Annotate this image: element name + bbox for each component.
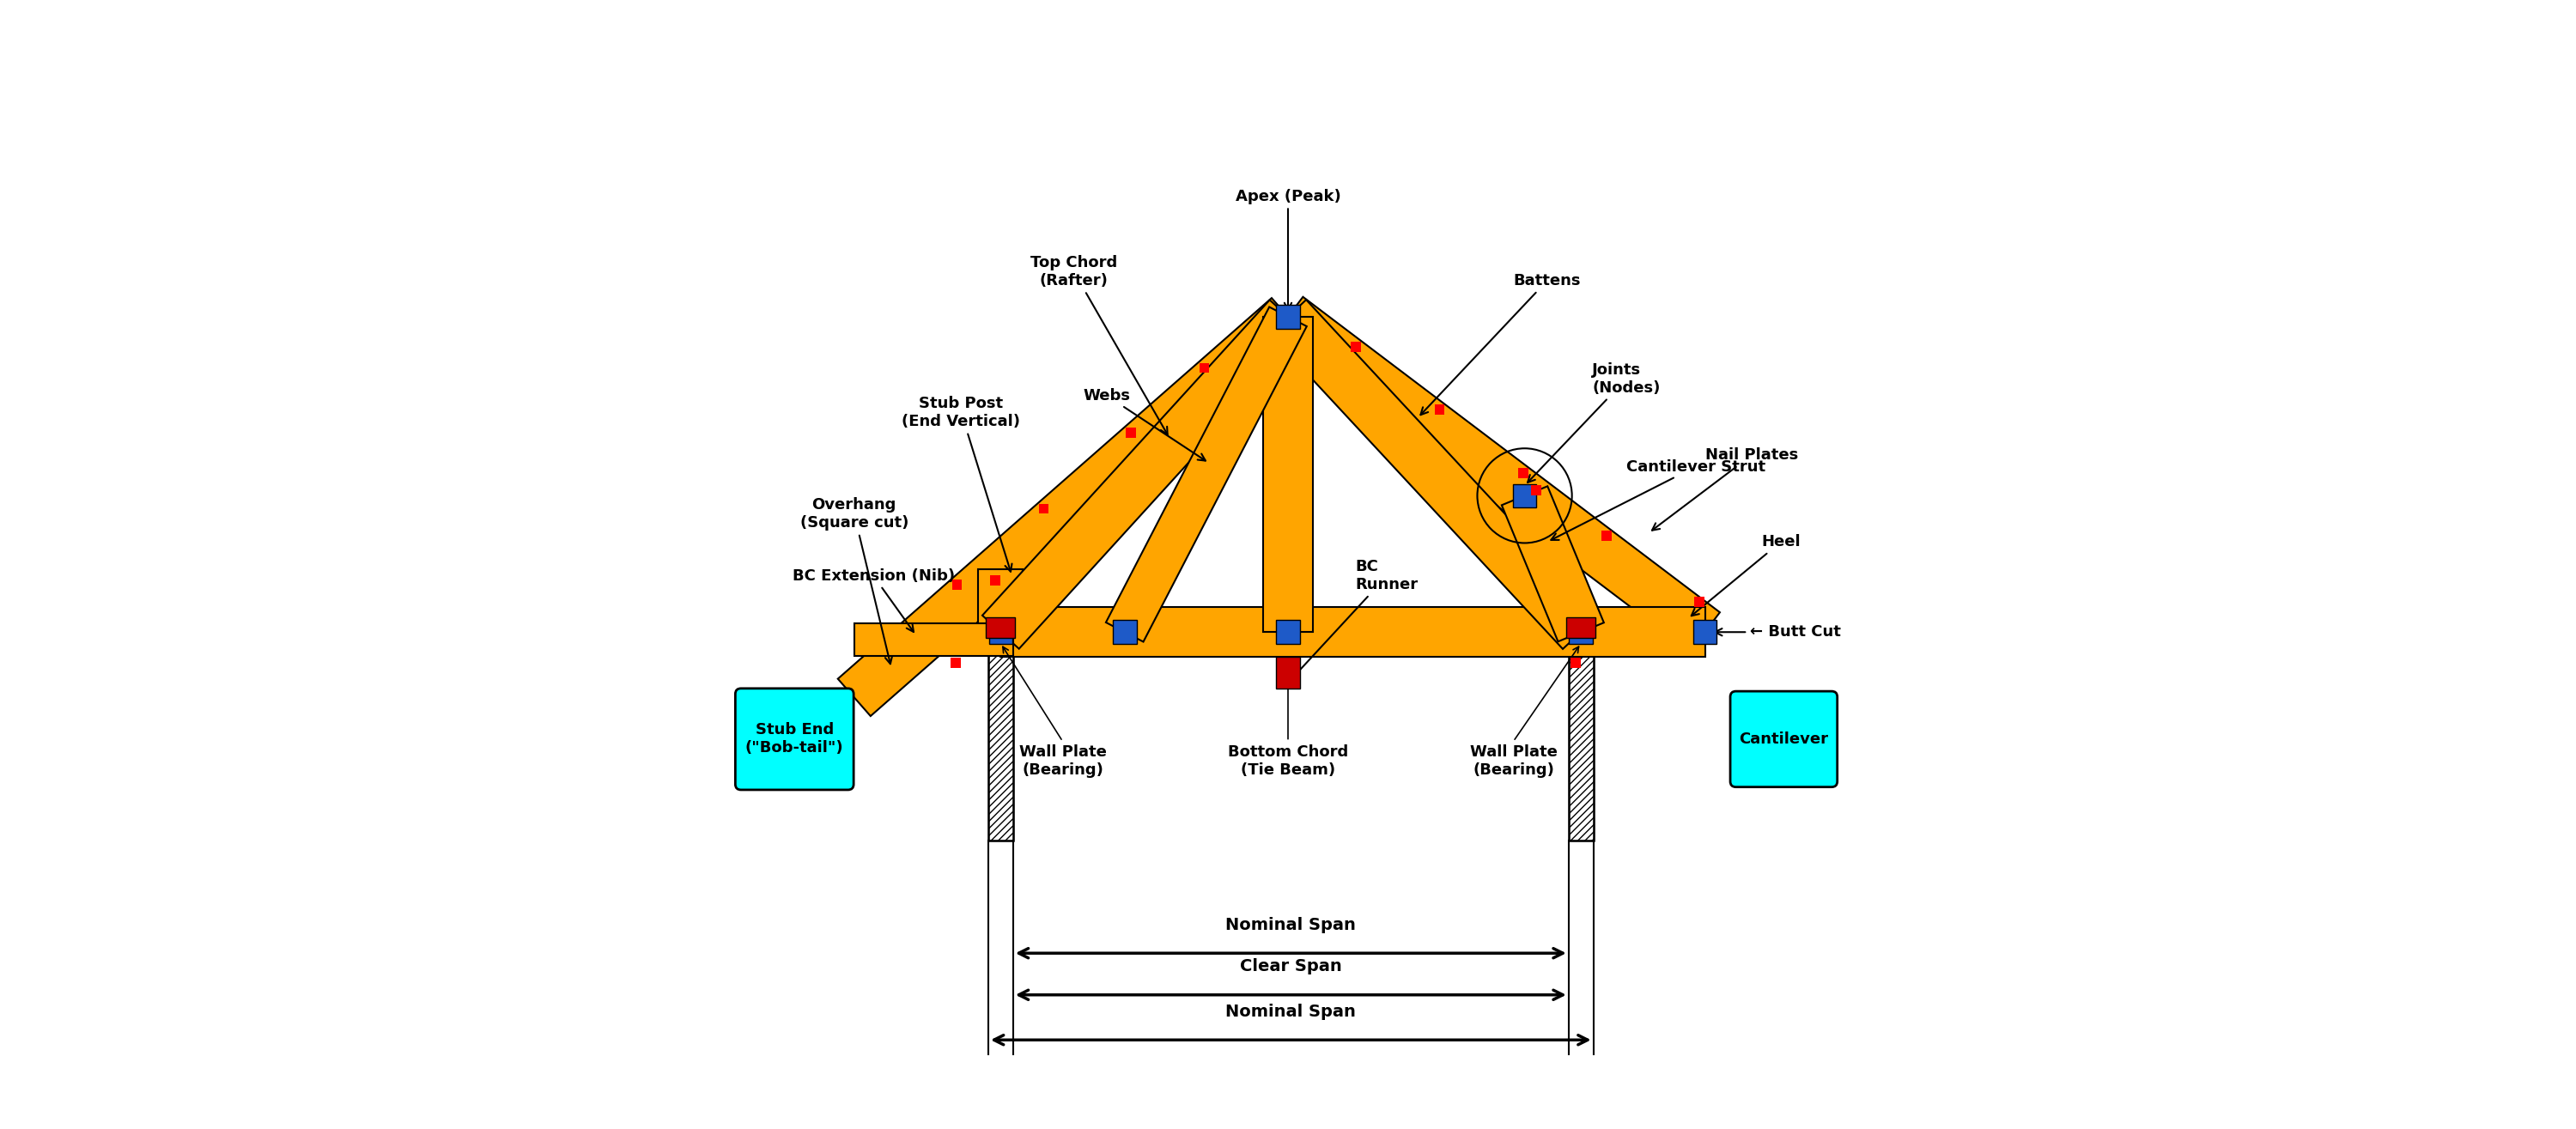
Text: Cantilever: Cantilever (1739, 732, 1829, 747)
Text: Heel: Heel (1692, 534, 1801, 615)
Bar (987, 618, 1015, 638)
Bar (1571, 657, 1582, 667)
Text: Cantilever Strut: Cantilever Strut (1551, 458, 1765, 540)
Bar (1602, 531, 1613, 541)
Polygon shape (1502, 487, 1605, 641)
Text: Nail Plates: Nail Plates (1651, 448, 1798, 531)
Text: Battens: Battens (1419, 273, 1582, 414)
Bar (953, 580, 961, 590)
Text: Stub Post
(End Vertical): Stub Post (End Vertical) (902, 396, 1020, 571)
Bar (1569, 632, 1595, 840)
Bar (1113, 620, 1136, 644)
Polygon shape (1105, 307, 1306, 641)
Bar (1275, 620, 1301, 644)
Text: Bottom Chord
(Tie Beam): Bottom Chord (Tie Beam) (1229, 745, 1347, 778)
Text: Nominal Span: Nominal Span (1226, 1004, 1355, 1019)
Polygon shape (855, 623, 1012, 656)
Polygon shape (1270, 300, 1600, 649)
Bar (1275, 305, 1301, 329)
FancyBboxPatch shape (734, 689, 853, 790)
Bar (1512, 484, 1535, 508)
Text: Nominal Span: Nominal Span (1226, 917, 1355, 933)
Text: Webs: Webs (1082, 387, 1206, 461)
Bar (1566, 618, 1595, 638)
Bar (1200, 362, 1208, 373)
Text: BC Extension (Nib): BC Extension (Nib) (793, 568, 956, 632)
Bar (989, 575, 999, 585)
Bar (1038, 504, 1048, 514)
Text: Overhang
(Square cut): Overhang (Square cut) (801, 498, 909, 664)
Bar (1569, 632, 1595, 840)
FancyBboxPatch shape (1731, 691, 1837, 787)
Bar (989, 632, 1012, 840)
Bar (1435, 404, 1445, 414)
Bar (1569, 620, 1592, 644)
Polygon shape (837, 298, 1303, 716)
Bar (1126, 428, 1136, 438)
Text: Wall Plate
(Bearing): Wall Plate (Bearing) (1020, 745, 1105, 778)
Polygon shape (1262, 316, 1314, 632)
Text: Clear Span: Clear Span (1239, 959, 1342, 974)
Bar (989, 620, 1012, 644)
Polygon shape (979, 569, 1023, 632)
Bar (1530, 485, 1540, 496)
Text: ← Butt Cut: ← Butt Cut (1716, 624, 1842, 640)
Text: BC
Runner: BC Runner (1291, 559, 1419, 680)
Text: Wall Plate
(Bearing): Wall Plate (Bearing) (1471, 745, 1556, 778)
Polygon shape (1273, 297, 1721, 651)
Bar (1692, 620, 1716, 644)
Text: Apex (Peak): Apex (Peak) (1236, 189, 1340, 310)
Bar (1350, 342, 1360, 351)
Text: Joints
(Nodes): Joints (Nodes) (1528, 362, 1662, 482)
Polygon shape (981, 300, 1306, 649)
Bar (1275, 657, 1301, 689)
Text: Top Chord
(Rafter): Top Chord (Rafter) (1030, 255, 1167, 435)
Bar (1517, 467, 1528, 478)
Bar (951, 657, 961, 667)
Text: Stub End
("Bob-tail"): Stub End ("Bob-tail") (744, 723, 845, 755)
Bar (989, 632, 1012, 840)
Polygon shape (999, 607, 1705, 657)
Bar (1695, 596, 1705, 606)
